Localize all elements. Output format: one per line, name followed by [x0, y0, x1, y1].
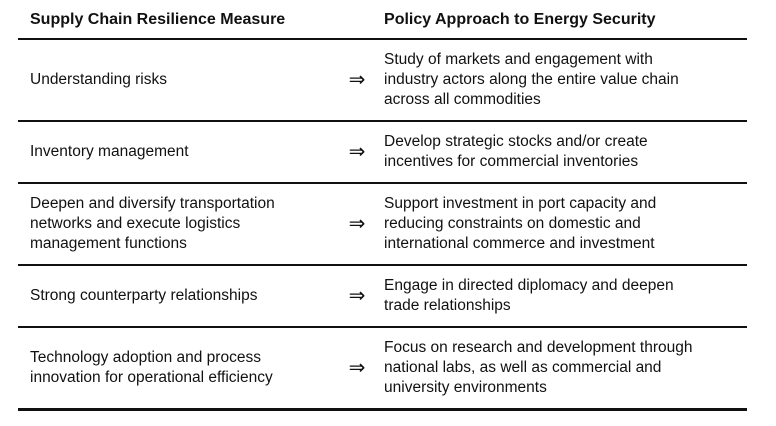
- table-row: Strong counterparty relationships ⇒ Enga…: [18, 265, 748, 328]
- policy-cell: Focus on research and development throug…: [384, 327, 748, 411]
- table-row: Technology adoption and process innovati…: [18, 327, 748, 411]
- header-row: Supply Chain Resilience Measure Policy A…: [18, 8, 748, 40]
- measure-cell: Understanding risks: [18, 39, 336, 122]
- policy-cell: Support investment in port capacity and …: [384, 183, 748, 266]
- implies-arrow-icon: ⇒: [336, 265, 385, 328]
- implies-arrow-icon: ⇒: [336, 183, 385, 266]
- measure-cell: Strong counterparty relationships: [18, 265, 336, 328]
- column-header-policy: Policy Approach to Energy Security: [384, 8, 748, 40]
- column-header-measure: Supply Chain Resilience Measure: [18, 8, 385, 40]
- table-row: Inventory management ⇒ Develop strategic…: [18, 121, 748, 184]
- implies-arrow-icon: ⇒: [336, 39, 385, 122]
- policy-cell: Engage in directed diplomacy and deepen …: [384, 265, 748, 328]
- measure-cell: Technology adoption and process innovati…: [18, 327, 336, 411]
- measure-cell: Inventory management: [18, 121, 336, 184]
- table-row: Understanding risks ⇒ Study of markets a…: [18, 39, 748, 122]
- table-row: Deepen and diversify transportation netw…: [18, 183, 748, 266]
- measure-cell: Deepen and diversify transportation netw…: [18, 183, 336, 266]
- policy-cell: Develop strategic stocks and/or create i…: [384, 121, 748, 184]
- supply-chain-resilience-policy-table: Supply Chain Resilience Measure Policy A…: [18, 8, 748, 411]
- implies-arrow-icon: ⇒: [336, 327, 385, 411]
- policy-cell: Study of markets and engagement with ind…: [384, 39, 748, 122]
- implies-arrow-icon: ⇒: [336, 121, 385, 184]
